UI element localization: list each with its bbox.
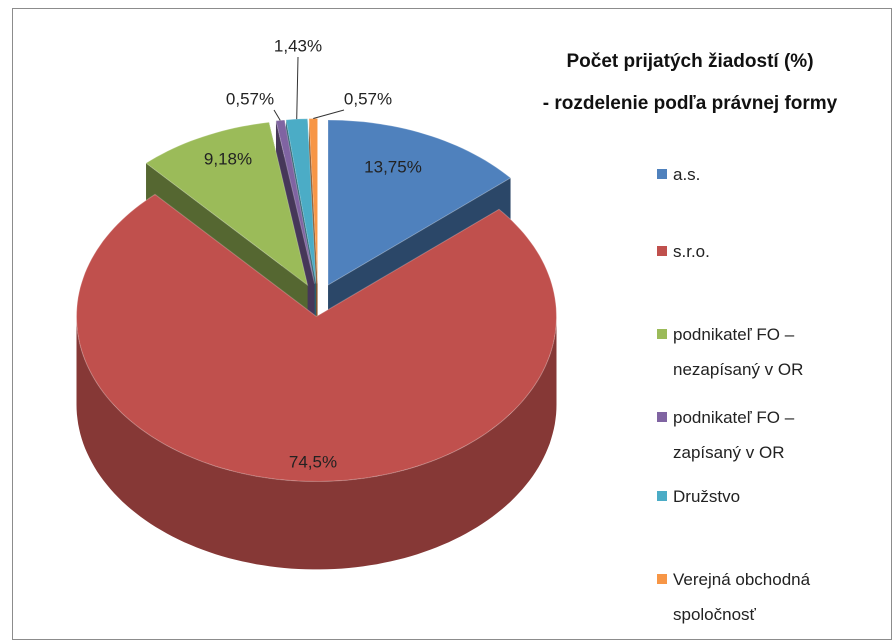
chart-frame bbox=[12, 8, 892, 640]
leader-line bbox=[296, 56, 299, 120]
legend-swatch bbox=[657, 329, 667, 339]
leader-line bbox=[313, 109, 345, 120]
legend-swatch bbox=[657, 246, 667, 256]
legend-item: Verejná obchodná spoločnosť bbox=[657, 562, 847, 632]
pie-tops bbox=[75, 118, 558, 483]
data-label: 9,18% bbox=[204, 149, 252, 168]
legend-swatch bbox=[657, 412, 667, 422]
legend-label: Družstvo bbox=[673, 487, 741, 506]
data-label: 1,43% bbox=[274, 36, 322, 55]
data-label: 13,75% bbox=[364, 157, 422, 176]
slice bbox=[285, 118, 317, 284]
slice-band bbox=[76, 316, 557, 570]
data-label: 0,57% bbox=[226, 89, 274, 108]
slice bbox=[275, 119, 316, 284]
legend-item: podnikateľ FO – nezapísaný v OR bbox=[657, 317, 847, 387]
leader-line bbox=[273, 109, 281, 121]
legend-label: Verejná obchodná spoločnosť bbox=[673, 570, 811, 624]
legend-item: Družstvo bbox=[657, 479, 847, 514]
slice bbox=[75, 193, 558, 483]
chart-subtitle: - rozdelenie podľa právnej formy bbox=[543, 93, 838, 114]
chart-title: Počet prijatých žiadostí (%) bbox=[566, 51, 813, 72]
legend-swatch bbox=[657, 491, 667, 501]
legend-swatch bbox=[657, 169, 667, 179]
legend-label: podnikateľ FO – nezapísaný v OR bbox=[673, 325, 804, 379]
legend-item: s.r.o. bbox=[657, 234, 847, 269]
slice bbox=[327, 119, 512, 286]
legend-swatch bbox=[657, 574, 667, 584]
legend-item: a.s. bbox=[657, 157, 847, 192]
legend-item: podnikateľ FO – zapísaný v OR bbox=[657, 400, 847, 470]
legend-label: a.s. bbox=[673, 165, 701, 184]
legend-label: podnikateľ FO – zapísaný v OR bbox=[673, 408, 795, 462]
data-label: 0,57% bbox=[344, 89, 392, 108]
legend-label: s.r.o. bbox=[673, 242, 710, 261]
data-label: 74,5% bbox=[289, 452, 337, 471]
slice bbox=[145, 121, 309, 287]
